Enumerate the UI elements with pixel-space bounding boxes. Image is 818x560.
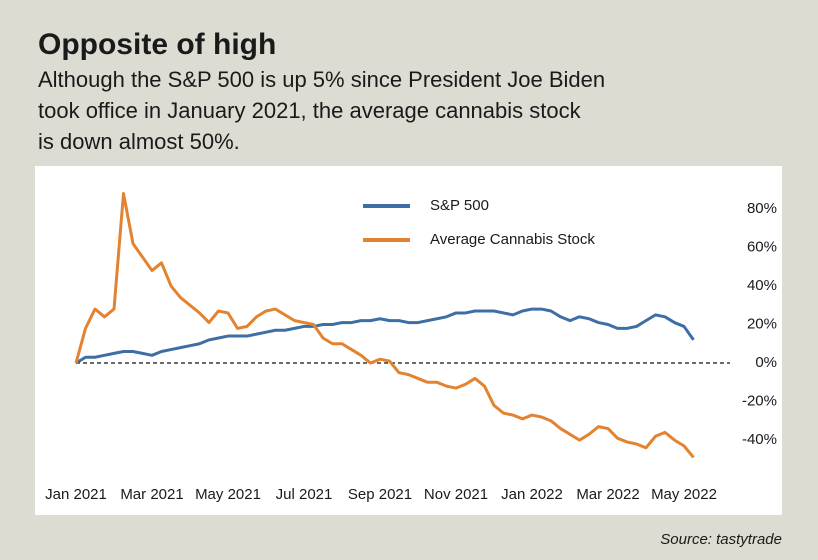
source: Source: tastytrade xyxy=(660,531,782,548)
x-tick-label: May 2021 xyxy=(195,486,261,503)
y-tick-label: -40% xyxy=(742,431,777,448)
x-tick-label: Mar 2021 xyxy=(120,486,183,503)
x-tick-label: Sep 2021 xyxy=(348,486,412,503)
chart-title: Opposite of high xyxy=(38,28,276,61)
chart-panel xyxy=(35,166,782,515)
y-tick-label: 40% xyxy=(747,277,777,294)
series-line xyxy=(74,191,695,459)
y-tick-label: 80% xyxy=(747,200,777,217)
y-tick-label: 0% xyxy=(755,354,777,371)
legend-label: Average Cannabis Stock xyxy=(430,231,595,248)
y-tick-label: 60% xyxy=(747,238,777,255)
legend-label: S&P 500 xyxy=(430,197,489,214)
x-tick-label: May 2022 xyxy=(651,486,717,503)
subtitle-line: Although the S&P 500 is up 5% since Pres… xyxy=(38,67,605,92)
x-tick-label: Jan 2022 xyxy=(501,486,563,503)
subtitle-line: is down almost 50%. xyxy=(38,129,240,154)
series-line xyxy=(75,307,695,365)
x-tick-label: Jan 2021 xyxy=(45,486,107,503)
y-tick-label: 20% xyxy=(747,315,777,332)
subtitle-line: took office in January 2021, the average… xyxy=(38,98,582,123)
x-tick-label: Nov 2021 xyxy=(424,486,488,503)
x-tick-label: Mar 2022 xyxy=(576,486,639,503)
x-tick-label: Jul 2021 xyxy=(276,486,333,503)
y-tick-label: -20% xyxy=(742,393,777,410)
